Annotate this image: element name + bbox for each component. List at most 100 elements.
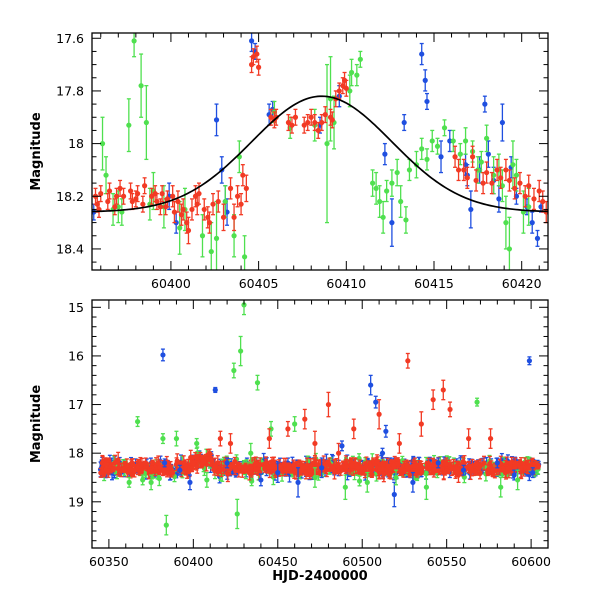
data-point-blue [379,447,386,459]
data-point-green [513,158,520,192]
data-point-red [113,187,120,205]
data-point-green [103,156,109,195]
band-point-green [356,475,363,487]
band-point-red [138,465,145,475]
data-point-blue [389,198,395,247]
data-point-red [464,166,470,190]
band-point-red [115,461,121,476]
data-point-green [380,200,386,234]
ticks [92,33,548,270]
data-point-green [231,362,237,379]
data-point-blue [224,457,230,469]
band-point-red [472,467,478,476]
data-point-green [429,129,435,153]
data-point-green [126,476,132,488]
data-point-red [487,428,494,449]
data-point-red [154,192,160,211]
data-point-blue [526,356,533,366]
data-point-green [160,433,166,445]
data-point-green [403,206,409,234]
data-point-blue [401,113,407,132]
data-point-green [457,142,463,166]
x-tick-label: 60400 [173,554,213,569]
data-point-blue [368,374,374,396]
data-point-green [126,98,132,153]
data-point-green [292,416,298,432]
data-point-red [243,174,249,203]
band-point-red [367,463,374,470]
data-point-green [506,216,513,270]
data-point-red [140,195,146,213]
data-point-red [292,108,299,126]
band-point-red [105,467,112,476]
band-point-red [343,455,349,470]
data-point-green [238,335,244,367]
band-point-red [391,460,397,471]
data-point-red [461,158,467,182]
data-point-red [308,108,314,126]
data-point-red [201,198,207,221]
data-point-green [406,158,413,182]
data-point-green [324,63,330,224]
data-point-red [526,174,532,197]
data-point-blue [213,103,220,137]
band-point-red [329,465,335,471]
band-point-red [268,459,274,475]
data-point-blue [460,464,467,476]
y-tick-label: 18.4 [56,241,84,256]
data-point-red [305,113,311,132]
x-tick-label: 60500 [342,554,382,569]
band-point-red [432,466,438,474]
band-point-red [201,456,207,467]
data-point-green [434,137,441,155]
band-point-red [143,457,149,469]
data-point-red [506,169,513,192]
data-point-blue [382,142,388,166]
data-point-red [512,177,518,200]
y-tick-label: 18 [68,446,84,461]
data-point-green [484,124,490,153]
data-point-red [285,113,292,132]
band-point-red [413,460,419,473]
y-tick-label: 18 [68,136,84,151]
band-point-red [277,463,283,471]
data-point-blue [435,457,441,469]
data-point-green [373,171,379,205]
band-point-red [124,458,130,473]
data-point-red [189,198,195,221]
data-point-green [424,148,430,171]
band-point-red [419,462,425,474]
data-point-green [194,437,200,449]
data-point-blue [391,481,397,508]
data-point-red [440,379,446,401]
data-point-red [536,179,542,203]
data-point-green [135,416,141,428]
data-point-green [148,474,154,491]
data-point-red [315,121,321,139]
band-point-red [174,453,180,469]
data-point-green [423,474,429,501]
data-point-red [106,182,113,200]
data-point-green [241,300,247,316]
data-point-red [215,190,221,213]
band-point-red [218,460,225,478]
data-point-red [240,164,246,187]
data-point-red [159,185,165,203]
band-point-red [131,464,138,478]
data-point-red [206,211,213,234]
data-point-green [177,200,183,255]
x-axis-label: HJD-2400000 [272,569,367,584]
data-point-blue [499,103,505,142]
data-point-green [347,74,353,108]
data-point-red [343,79,349,97]
y-tick-label: 16 [68,348,84,363]
data-point-blue [410,471,416,493]
data-point-green [254,374,261,391]
y-tick-label: 17.8 [56,83,84,98]
data-point-red [266,428,272,449]
data-point-red [494,158,500,182]
data-point-red [117,179,123,197]
data-point-blue [447,129,453,153]
data-point-green [138,53,144,118]
data-point-red [396,433,402,454]
